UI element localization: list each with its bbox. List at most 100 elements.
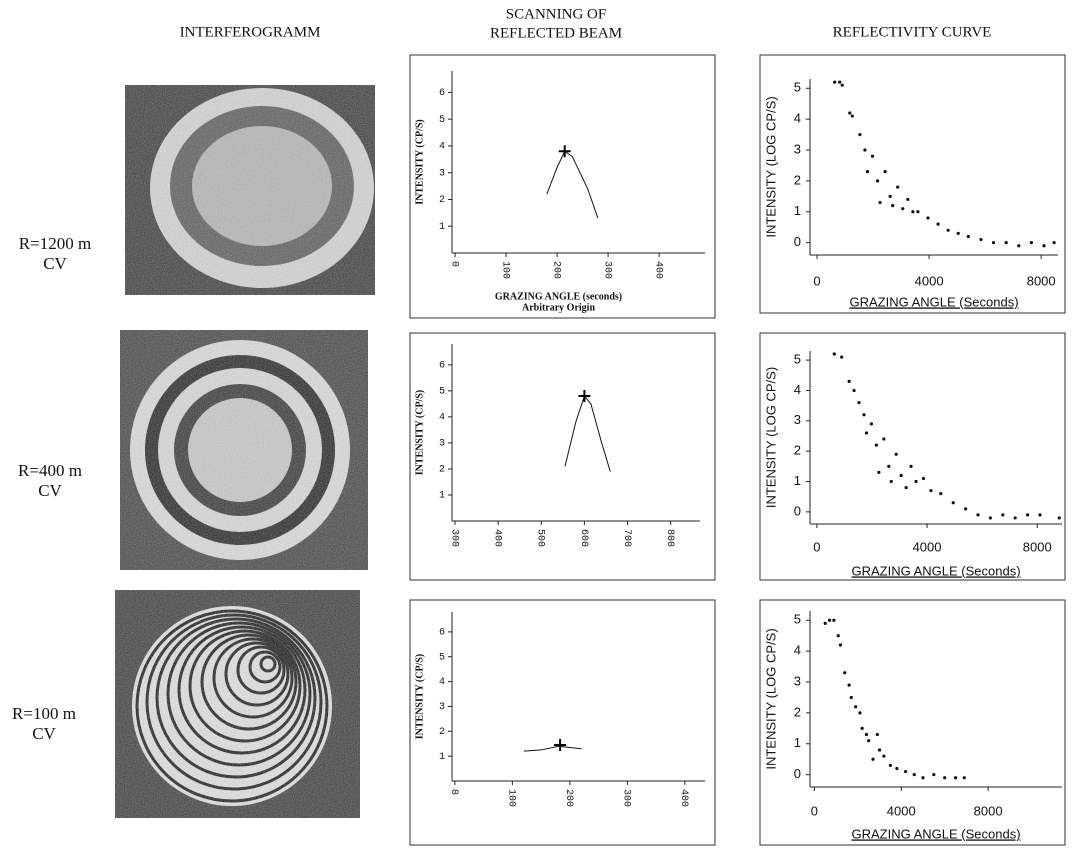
y-axis-label: INTENSITY (LOG CP/S)	[763, 367, 778, 508]
data-point	[864, 431, 869, 435]
panel-frame	[409, 599, 716, 846]
panel-frame	[759, 54, 1066, 314]
y-axis-label: INTENSITY (CP/S)	[414, 390, 425, 475]
x-tick-label: 200	[550, 261, 561, 279]
data-point	[1004, 241, 1008, 245]
data-point	[878, 200, 882, 205]
y-tick-label: 1	[794, 473, 801, 488]
data-point	[951, 501, 955, 505]
y-tick-label: 2	[794, 172, 801, 187]
x-tick-label: 800	[664, 529, 675, 547]
x-axis-label: GRAZING ANGLE (Seconds)	[849, 294, 1018, 309]
data-point	[877, 470, 881, 475]
x-axis-label: GRAZING ANGLE (seconds)	[495, 291, 622, 302]
y-tick-label: 5	[794, 80, 801, 95]
data-point	[1017, 244, 1021, 248]
y-tick-label: 4	[439, 142, 445, 153]
panel-frame	[759, 332, 1066, 581]
data-point	[840, 83, 844, 87]
data-point	[926, 216, 930, 220]
y-tick-label: 0	[794, 503, 801, 518]
interferogram	[120, 330, 368, 570]
data-point	[909, 464, 913, 468]
row-label: CV	[38, 481, 62, 500]
data-point	[847, 683, 851, 687]
y-tick-label: 2	[794, 704, 801, 719]
data-point	[979, 237, 983, 242]
x-tick-label: 4000	[887, 803, 916, 818]
data-point	[848, 111, 852, 115]
row-label: R=400 m	[18, 461, 82, 480]
data-point	[836, 634, 840, 638]
data-point	[865, 170, 870, 174]
column-header: REFLECTED BEAM	[490, 25, 622, 41]
data-point	[939, 492, 943, 496]
y-tick-label: 4	[794, 111, 801, 126]
x-tick-label: 0	[813, 273, 820, 288]
data-point	[874, 443, 878, 447]
y-tick-label: 5	[794, 352, 801, 367]
scan-line	[523, 745, 582, 752]
data-point	[887, 464, 891, 468]
y-tick-label: 3	[439, 168, 445, 179]
x-tick-label: 8000	[1027, 273, 1056, 288]
y-tick-label: 4	[439, 677, 445, 688]
data-point	[833, 80, 837, 84]
x-axis-label: GRAZING ANGLE (Seconds)	[851, 826, 1020, 841]
data-point	[943, 776, 947, 780]
data-point	[854, 705, 858, 709]
data-point	[857, 400, 861, 405]
data-point	[1029, 241, 1033, 245]
data-point	[875, 179, 880, 183]
row-label: CV	[43, 254, 67, 273]
y-tick-label: 1	[794, 735, 801, 750]
data-point	[912, 773, 916, 777]
y-axis-label: INTENSITY (LOG CP/S)	[763, 628, 778, 769]
data-point	[929, 489, 933, 493]
data-point	[936, 222, 940, 226]
y-tick-label: 1	[439, 491, 445, 502]
y-tick-label: 6	[439, 628, 445, 639]
x-axis-label: GRAZING ANGLE (Seconds)	[851, 563, 1020, 578]
data-point	[916, 210, 920, 214]
data-point	[956, 231, 960, 235]
data-point	[966, 234, 970, 239]
y-tick-label: 5	[439, 386, 445, 397]
data-point	[932, 773, 936, 777]
data-point	[838, 80, 842, 84]
x-tick-label: 0	[813, 539, 820, 554]
data-point	[921, 776, 925, 780]
x-tick-label: 0	[448, 789, 459, 795]
data-point	[858, 132, 862, 137]
data-point	[906, 197, 910, 202]
x-tick-label: 200	[563, 789, 574, 807]
data-point	[891, 203, 895, 208]
data-point	[863, 148, 867, 152]
data-point	[832, 618, 836, 622]
data-point	[896, 185, 900, 189]
y-tick-label: 2	[439, 727, 445, 738]
x-tick-label: 300	[448, 529, 459, 547]
data-point	[899, 473, 903, 478]
y-tick-label: 2	[439, 195, 445, 206]
data-point	[1001, 513, 1005, 517]
panel-frame	[409, 332, 716, 581]
x-tick-label: 0	[448, 261, 459, 267]
data-point	[860, 726, 864, 730]
data-point	[871, 757, 875, 761]
data-point	[903, 769, 908, 774]
data-point	[991, 241, 996, 245]
data-point	[1057, 516, 1061, 520]
y-tick-label: 4	[794, 643, 801, 658]
panel-frame	[409, 54, 716, 319]
y-axis-label: INTENSITY (CP/S)	[414, 654, 425, 739]
y-axis-label: INTENSITY (LOG CP/S)	[763, 96, 778, 237]
data-point	[862, 413, 866, 417]
data-point	[976, 513, 980, 517]
data-point	[953, 776, 958, 780]
column-header: SCANNING OF	[506, 6, 606, 22]
data-point	[852, 388, 856, 393]
row-label: R=100 m	[12, 704, 76, 723]
data-point	[875, 732, 879, 737]
data-point	[1013, 516, 1017, 520]
